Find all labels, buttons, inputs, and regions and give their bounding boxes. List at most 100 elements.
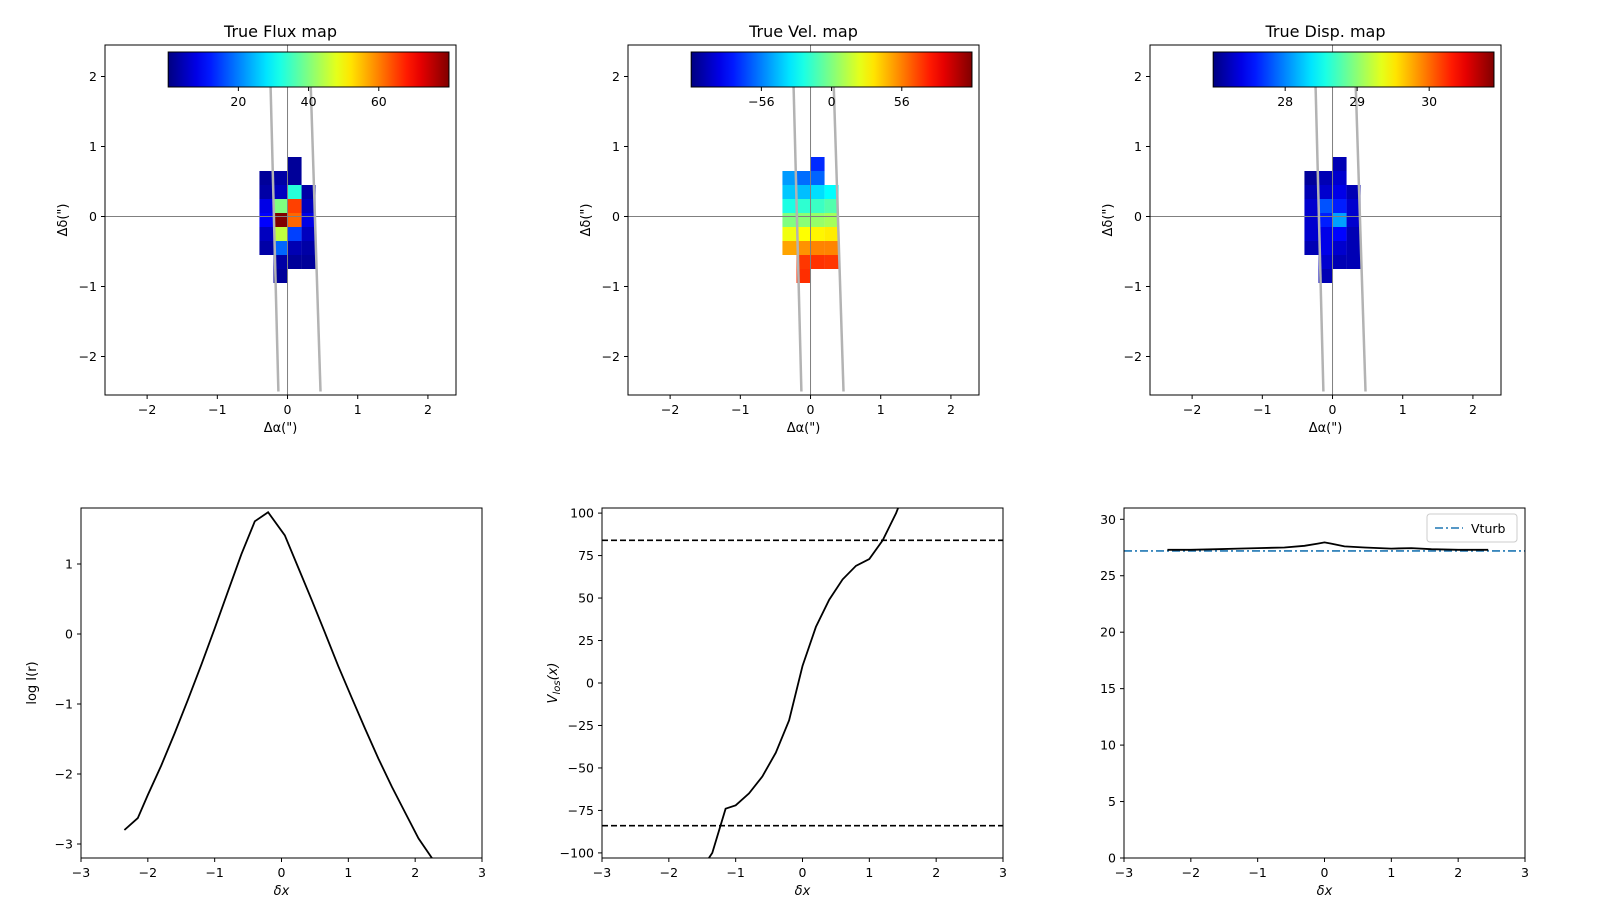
x-tick-label: −3 <box>72 865 90 880</box>
x-tick-label: 1 <box>354 402 362 417</box>
x-tick-label: −1 <box>205 865 223 880</box>
y-tick-label: −25 <box>568 718 594 733</box>
x-axis-label: Δα(") <box>1309 421 1343 436</box>
map-pixel <box>824 199 839 213</box>
y-tick-label: 1 <box>65 557 73 572</box>
y-tick-label: 1 <box>612 139 620 154</box>
x-axis-label: δx <box>795 884 811 899</box>
colorbar-tick-label: 28 <box>1277 94 1293 109</box>
map-pixel <box>1332 157 1347 171</box>
slit-line <box>831 62 845 392</box>
map-pixel <box>782 227 797 241</box>
x-tick-label: −2 <box>139 865 157 880</box>
x-tick-label: 2 <box>947 402 955 417</box>
y-tick-label: 20 <box>1100 625 1116 640</box>
y-tick-label: 2 <box>1134 69 1142 84</box>
map-pixel <box>1304 185 1319 199</box>
map-pixel <box>1318 241 1333 255</box>
x-tick-label: −3 <box>593 865 611 880</box>
y-tick-label: 25 <box>578 633 594 648</box>
axes-frame <box>104 44 457 396</box>
map-pixel <box>273 241 288 255</box>
map-pixel <box>810 213 825 227</box>
x-tick-label: −2 <box>138 402 156 417</box>
map-pixel <box>796 241 811 255</box>
legend-label: Vturb <box>1471 521 1506 536</box>
colorbar-tick-label: 29 <box>1349 94 1365 109</box>
map-pixel <box>810 171 825 185</box>
panel-5: −3 −2 −1 0 1 2 3 −100 −75 −50 −25 0 25 50 75 100 δx Vlos(… <box>546 506 1007 899</box>
map-pixel <box>273 269 288 283</box>
y-label-part: los <box>552 680 563 694</box>
y-tick-label: 2 <box>612 69 620 84</box>
colorbar <box>690 51 973 88</box>
map-pixel <box>824 213 839 227</box>
map-pixel <box>1332 227 1347 241</box>
map-pixel <box>259 213 274 227</box>
map-pixel <box>1304 241 1319 255</box>
x-tick-label: 3 <box>999 865 1007 880</box>
x-tick-label: 1 <box>877 402 885 417</box>
y-tick-label: −1 <box>55 697 73 712</box>
map-pixel <box>287 185 302 199</box>
colorbar-tick-label: 30 <box>1421 94 1437 109</box>
map-pixel <box>1332 213 1347 227</box>
colorbar-tick-label: 56 <box>894 94 910 109</box>
x-axis-label: δx <box>1317 884 1333 899</box>
map-pixel <box>1346 185 1361 199</box>
y-tick-label: 0 <box>612 209 620 224</box>
y-tick-label: 15 <box>1100 681 1116 696</box>
x-tick-label: −2 <box>660 865 678 880</box>
chart-title: True Flux map <box>223 22 337 41</box>
x-tick-label: 0 <box>1329 402 1337 417</box>
plot-area <box>602 508 1003 858</box>
map-pixel <box>1304 171 1319 185</box>
y-tick-label: 25 <box>1100 568 1116 583</box>
map-pixel <box>301 199 316 213</box>
map-pixel <box>1332 185 1347 199</box>
colorbar-tick-label: 0 <box>828 94 836 109</box>
map-pixel <box>796 171 811 185</box>
map-pixel <box>796 227 811 241</box>
map-pixel <box>824 241 839 255</box>
map-pixel <box>273 227 288 241</box>
map-pixel <box>1304 199 1319 213</box>
map-pixel <box>782 241 797 255</box>
colorbar-tick-label: 20 <box>230 94 246 109</box>
plot-area <box>628 45 979 395</box>
y-tick-label: −2 <box>1124 349 1142 364</box>
map-pixel <box>259 241 274 255</box>
axes-frame <box>627 44 980 396</box>
map-pixel <box>810 241 825 255</box>
map-pixel <box>810 255 825 269</box>
map-pixel <box>259 227 274 241</box>
map-pixel <box>273 213 288 227</box>
map-pixel <box>782 185 797 199</box>
colorbar <box>1212 51 1495 88</box>
slit-line <box>1353 62 1367 392</box>
map-pixel <box>810 185 825 199</box>
x-tick-label: −2 <box>1182 865 1200 880</box>
y-tick-label: −50 <box>568 760 594 775</box>
map-pixel <box>1304 213 1319 227</box>
map-pixel <box>301 227 316 241</box>
x-tick-label: 1 <box>865 865 873 880</box>
x-tick-label: 2 <box>932 865 940 880</box>
colorbar-tick-label: 40 <box>301 94 317 109</box>
x-tick-label: −1 <box>208 402 226 417</box>
map-pixel <box>287 255 302 269</box>
panel-2: −56 0 56 −2 −1 0 1 2 −2 −1 0 1 2 True Vel. map Δα(") Δδ… <box>579 22 980 436</box>
map-pixel <box>287 171 302 185</box>
x-tick-label: 1 <box>1399 402 1407 417</box>
map-pixel <box>796 213 811 227</box>
map-pixel <box>796 255 811 269</box>
y-axis-label: Δδ(") <box>56 204 71 237</box>
slit-line <box>308 62 322 392</box>
map-pixel <box>287 241 302 255</box>
map-pixel <box>810 199 825 213</box>
map-pixel <box>782 213 797 227</box>
map-pixel <box>824 185 839 199</box>
x-tick-label: 0 <box>799 865 807 880</box>
